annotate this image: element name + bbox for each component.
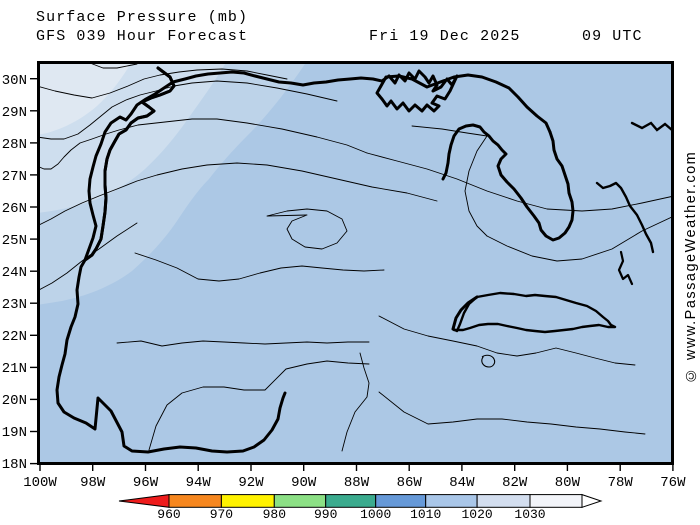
svg-text:1020: 1020 [461, 507, 492, 522]
svg-text:970: 970 [210, 507, 233, 522]
svg-text:1030: 1030 [514, 507, 545, 522]
svg-text:990: 990 [314, 507, 337, 522]
svg-text:1000: 1000 [360, 507, 391, 522]
svg-text:1010: 1010 [410, 507, 441, 522]
svg-text:960: 960 [157, 507, 180, 522]
svg-text:980: 980 [263, 507, 286, 522]
